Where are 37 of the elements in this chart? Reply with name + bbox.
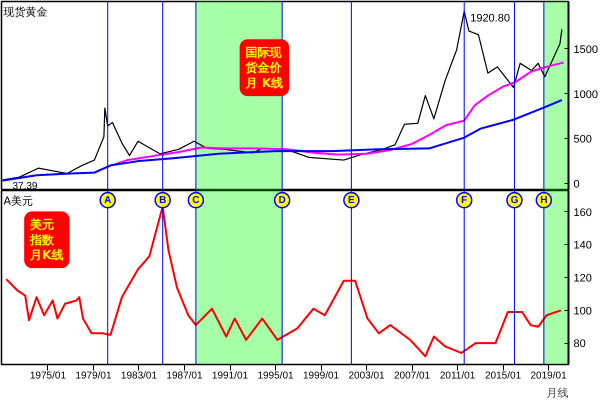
annotation: 美元指数月K线 (29, 217, 64, 262)
annotation: 37.39 (12, 181, 38, 192)
annotation: 国际现货金价月 K线 (244, 45, 284, 90)
x-tick-label: 1999/01 (302, 370, 340, 382)
y-tick-label: 500 (574, 134, 592, 146)
x-tick-label: 1983/01 (120, 370, 158, 382)
chart-title: A美元 (4, 194, 34, 208)
text: 现货黄金 (4, 6, 48, 18)
y-tick-label: 120 (574, 272, 592, 284)
ref-line-label: B (159, 195, 166, 206)
line-series (113, 61, 565, 166)
x-tick-label: 1995/01 (257, 370, 294, 382)
x-tick-label: 1979/01 (75, 370, 112, 382)
ref-line-label: G (510, 195, 519, 206)
annotation: 1920.80 (470, 12, 510, 24)
x-tick-label: 1975/01 (30, 370, 66, 382)
text: 月线 (546, 386, 568, 400)
y-tick-label: 0 (574, 178, 580, 190)
ref-line-label: D (278, 195, 286, 206)
ref-line-label: A (104, 195, 112, 206)
ref-line-label: C (192, 195, 200, 206)
y-tick-label: 80 (574, 338, 586, 350)
x-tick-label: 2019/01 (530, 370, 568, 382)
y-tick-label: 160 (574, 206, 592, 219)
ref-line-label: H (540, 195, 548, 206)
x-tick-label: 2011/01 (440, 370, 476, 382)
x-tick-label: 1991/01 (212, 370, 249, 382)
y-tick-label: 100 (574, 305, 592, 318)
ref-line-label: F (461, 195, 468, 206)
y-tick-label: 140 (574, 240, 592, 252)
y-tick-label: 1500 (574, 44, 598, 56)
ref-line-label: E (348, 195, 356, 206)
x-tick-label: 2007/01 (394, 370, 431, 382)
x-tick-label: 1987/01 (166, 370, 204, 382)
y-tick-label: 1000 (574, 88, 598, 101)
x-tick-label: 2003/01 (348, 370, 386, 382)
x-tick-label: 2015/01 (485, 370, 522, 382)
